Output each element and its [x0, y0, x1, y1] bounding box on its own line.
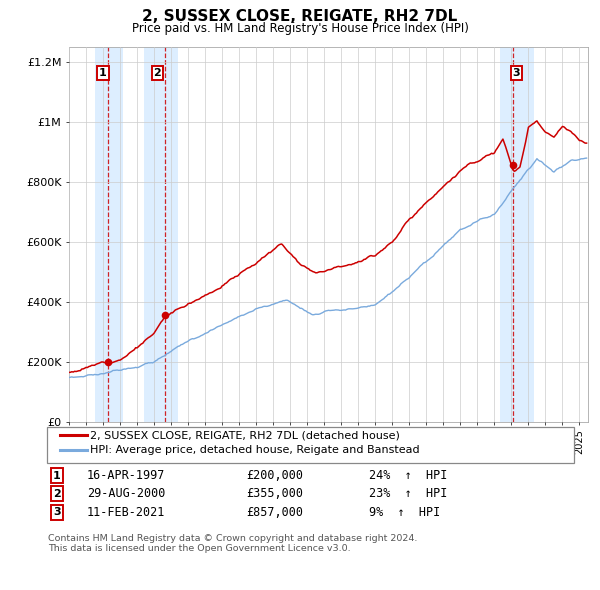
Text: 2: 2: [154, 68, 161, 78]
Text: 9%  ↑  HPI: 9% ↑ HPI: [369, 506, 440, 519]
Bar: [144, 47, 178, 422]
Text: 1: 1: [99, 68, 107, 78]
Text: 29-AUG-2000: 29-AUG-2000: [87, 487, 166, 500]
Bar: [95, 47, 124, 422]
Text: £857,000: £857,000: [246, 506, 303, 519]
Text: Contains HM Land Registry data © Crown copyright and database right 2024.
This d: Contains HM Land Registry data © Crown c…: [48, 534, 418, 553]
Text: £200,000: £200,000: [246, 469, 303, 482]
Text: 24%  ↑  HPI: 24% ↑ HPI: [369, 469, 448, 482]
Text: 2: 2: [53, 489, 61, 499]
Text: 1: 1: [53, 471, 61, 480]
Text: 3: 3: [513, 68, 520, 78]
Text: HPI: Average price, detached house, Reigate and Banstead: HPI: Average price, detached house, Reig…: [90, 445, 419, 455]
Text: 2, SUSSEX CLOSE, REIGATE, RH2 7DL: 2, SUSSEX CLOSE, REIGATE, RH2 7DL: [142, 9, 458, 24]
Text: 16-APR-1997: 16-APR-1997: [87, 469, 166, 482]
Text: 2, SUSSEX CLOSE, REIGATE, RH2 7DL (detached house): 2, SUSSEX CLOSE, REIGATE, RH2 7DL (detac…: [90, 431, 400, 440]
Text: £355,000: £355,000: [246, 487, 303, 500]
Text: Price paid vs. HM Land Registry's House Price Index (HPI): Price paid vs. HM Land Registry's House …: [131, 22, 469, 35]
Text: 23%  ↑  HPI: 23% ↑ HPI: [369, 487, 448, 500]
Text: 11-FEB-2021: 11-FEB-2021: [87, 506, 166, 519]
Bar: [500, 47, 533, 422]
Text: 3: 3: [53, 507, 61, 517]
